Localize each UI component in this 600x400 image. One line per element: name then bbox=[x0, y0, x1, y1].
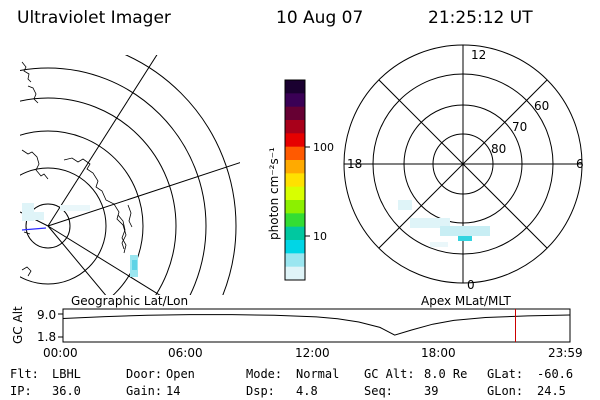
status-label: Mode: bbox=[246, 367, 283, 381]
colorbar-band bbox=[285, 146, 305, 161]
polar-labels: 12 18 6 0 60 70 80 bbox=[347, 48, 584, 292]
map-emission bbox=[21, 203, 138, 277]
status-label: GLon: bbox=[487, 384, 524, 398]
altitude-series-line bbox=[62, 314, 570, 336]
colorbar-band bbox=[285, 253, 305, 268]
date-label: 10 Aug 07 bbox=[276, 8, 364, 28]
status-label: Door: bbox=[126, 367, 163, 381]
status-value: 4.8 bbox=[296, 384, 318, 398]
status-label: GLat: bbox=[487, 367, 524, 381]
status-value: 14 bbox=[166, 384, 181, 398]
status-value: 36.0 bbox=[52, 384, 81, 398]
continent-outline bbox=[21, 61, 133, 277]
x-tick-label-24: 23:59 bbox=[548, 346, 583, 360]
altitude-chart: GC Alt 9.0 1.8 00:00 06:00 12:00 18:00 2… bbox=[11, 306, 583, 360]
status-value: LBHL bbox=[52, 367, 81, 381]
altitude-plot-frame bbox=[62, 308, 571, 343]
x-tick-label-0: 00:00 bbox=[43, 346, 78, 360]
colorbar-band bbox=[285, 120, 305, 134]
colorbar-band bbox=[285, 133, 305, 148]
colorbar-band bbox=[285, 186, 305, 201]
status-label: Flt: bbox=[10, 367, 39, 381]
colorbar-band bbox=[285, 240, 305, 254]
mlt-label-0: 0 bbox=[467, 278, 475, 292]
colorbar-band bbox=[285, 106, 305, 121]
x-tick-label-12: 12:00 bbox=[295, 346, 330, 360]
y-tick-label-1.8: 1.8 bbox=[37, 330, 56, 344]
colorbar-band bbox=[285, 213, 305, 228]
mlat-label-80: 80 bbox=[491, 142, 506, 156]
status-value: Open bbox=[166, 367, 195, 381]
status-label: Dsp: bbox=[246, 384, 275, 398]
instrument-title: Ultraviolet Imager bbox=[17, 8, 171, 28]
polar-panel-label: Apex MLat/MLT bbox=[421, 294, 511, 308]
mlat-label-60: 60 bbox=[534, 99, 549, 113]
mlt-label-18: 18 bbox=[347, 157, 362, 171]
polar-plot bbox=[343, 44, 583, 284]
status-label: Seq: bbox=[364, 384, 393, 398]
status-value: -60.6 bbox=[537, 367, 574, 381]
y-axis-label: GC Alt bbox=[11, 306, 25, 344]
colorbar-band bbox=[285, 93, 305, 108]
colorbar bbox=[285, 80, 305, 281]
colorbar-band bbox=[285, 200, 305, 214]
status-value: 24.5 bbox=[537, 384, 566, 398]
colorbar-band bbox=[285, 160, 305, 174]
colorbar-tick-label-10: 10 bbox=[313, 230, 327, 243]
mlat-label-70: 70 bbox=[512, 120, 527, 134]
latitude-rings bbox=[20, 55, 237, 295]
x-tick-label-18: 18:00 bbox=[421, 346, 456, 360]
map-panel-label: Geographic Lat/Lon bbox=[71, 294, 188, 308]
status-label: GC Alt: bbox=[364, 367, 415, 381]
status-value: 39 bbox=[424, 384, 439, 398]
status-value: Normal bbox=[296, 367, 340, 381]
x-tick-label-6: 06:00 bbox=[168, 346, 203, 360]
colorbar-band bbox=[285, 80, 305, 94]
polar-emission bbox=[398, 200, 490, 247]
y-tick-label-9: 9.0 bbox=[37, 308, 56, 322]
mlt-label-6: 6 bbox=[576, 157, 584, 171]
colorbar-label: photon cm⁻²s⁻¹ bbox=[267, 147, 281, 240]
status-label: IP: bbox=[10, 384, 32, 398]
status-value: 8.0 Re bbox=[424, 367, 468, 381]
mlt-label-12: 12 bbox=[471, 48, 486, 62]
time-label: 21:25:12 UT bbox=[428, 8, 533, 28]
polar-diagonal-2 bbox=[378, 79, 548, 249]
colorbar-tick-label-100: 100 bbox=[313, 141, 334, 154]
colorbar-band bbox=[285, 173, 305, 188]
colorbar-band bbox=[285, 226, 305, 241]
status-label: Gain: bbox=[126, 384, 163, 398]
colorbar-frame bbox=[284, 79, 306, 281]
colorbar-band bbox=[285, 266, 305, 281]
